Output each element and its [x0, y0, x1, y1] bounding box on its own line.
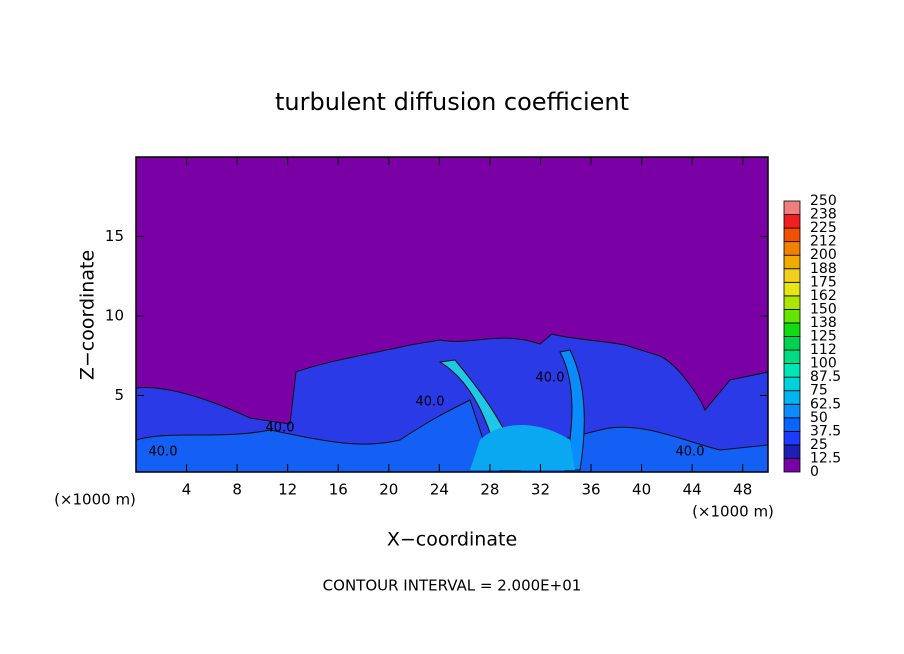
colorbar-label: 0 — [810, 464, 819, 480]
colorbar-label: 200 — [810, 247, 837, 263]
y-unit-label: (×1000 m) — [54, 491, 136, 509]
colorbar-label: 62.5 — [810, 396, 841, 412]
colorbar-band — [783, 403, 801, 419]
field-region — [470, 425, 575, 470]
plot-frame — [135, 156, 769, 473]
colorbar-band — [783, 254, 801, 270]
colorbar-band — [783, 322, 801, 337]
y-axis-label: Z−coordinate — [77, 250, 99, 380]
colorbar-band — [783, 308, 801, 324]
footer-note: CONTOUR INTERVAL = 2.000E+01 — [323, 577, 582, 595]
x-tick-label: 20 — [379, 481, 398, 499]
colorbar-band — [783, 458, 801, 473]
colorbar-label: 138 — [810, 315, 837, 331]
colorbar-label: 75 — [810, 383, 828, 399]
colorbar-label: 175 — [810, 274, 837, 290]
colorbar-band — [783, 241, 801, 256]
x-unit-label: (×1000 m) — [692, 503, 774, 521]
colorbar-band — [783, 336, 801, 351]
y-tick-label: 15 — [105, 227, 124, 245]
x-tick-label: 16 — [329, 481, 348, 499]
colorbar-label: 125 — [810, 329, 837, 345]
x-tick-label: 12 — [278, 481, 297, 499]
x-tick-label: 28 — [480, 481, 499, 499]
colorbar-band — [783, 430, 801, 446]
colorbar-label: 212 — [810, 234, 837, 250]
colorbar-band — [783, 295, 801, 310]
colorbar-label: 12.5 — [810, 450, 841, 466]
colorbar-band — [783, 200, 801, 215]
contour-field — [135, 157, 769, 473]
colorbar-band — [783, 390, 801, 405]
colorbar-band — [783, 376, 801, 392]
colorbar-label: 225 — [810, 220, 837, 236]
contour-label: 40.0 — [266, 421, 295, 436]
colorbar-label: 238 — [810, 207, 837, 223]
x-tick-label: 24 — [430, 481, 449, 499]
x-tick-label: 48 — [733, 481, 752, 499]
contour-label: 40.0 — [416, 395, 445, 410]
colorbar-band — [783, 444, 801, 459]
colorbar-label: 112 — [810, 342, 837, 358]
colorbar-label: 188 — [810, 261, 837, 277]
field-region — [559, 349, 585, 471]
y-tick-label: 10 — [105, 307, 124, 325]
colorbar-label: 37.5 — [810, 423, 841, 439]
contour-label: 40.0 — [536, 371, 565, 386]
colorbar-band — [783, 281, 801, 297]
colorbar-band — [783, 417, 801, 432]
contour-label: 40.0 — [676, 445, 705, 460]
colorbar-label: 100 — [810, 356, 837, 372]
x-tick-label: 4 — [182, 481, 192, 499]
colorbar-band — [783, 214, 801, 229]
colorbar-label: 250 — [810, 193, 837, 209]
chart-title: turbulent diffusion coefficient — [275, 88, 629, 116]
colorbar-band — [783, 227, 801, 243]
x-tick-label: 8 — [232, 481, 242, 499]
colorbar-band — [783, 363, 801, 378]
x-tick-label: 44 — [683, 481, 702, 499]
x-tick-label: 40 — [632, 481, 651, 499]
colorbar-label: 50 — [810, 410, 828, 426]
colorbar-label: 25 — [810, 437, 828, 453]
colorbar-label: 87.5 — [810, 369, 841, 385]
x-tick-label: 36 — [581, 481, 600, 499]
colorbar-band — [783, 268, 801, 283]
colorbar-band — [783, 349, 801, 364]
colorbar-label: 150 — [810, 301, 837, 317]
x-tick-label: 32 — [531, 481, 550, 499]
field-region — [135, 399, 769, 473]
x-axis-label: X−coordinate — [387, 529, 517, 551]
contour-label: 40.0 — [149, 445, 178, 460]
colorbar-label: 162 — [810, 288, 837, 304]
y-tick-label: 5 — [114, 386, 124, 404]
